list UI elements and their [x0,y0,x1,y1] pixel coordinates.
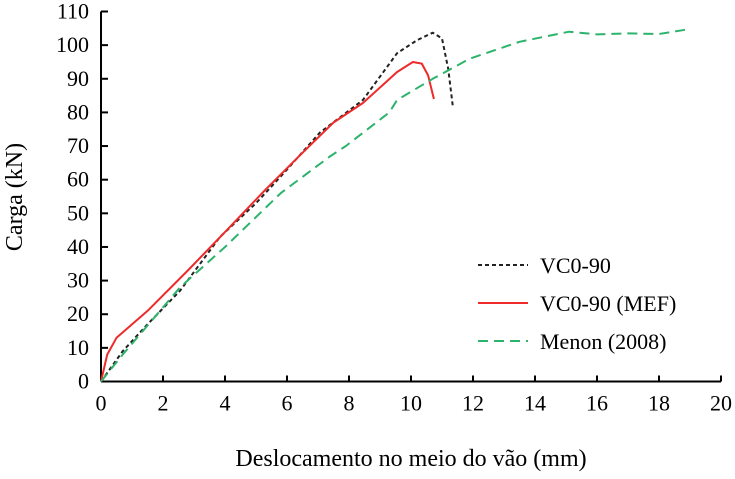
x-tick-label: 6 [282,391,293,416]
series-line-2 [100,28,691,383]
x-tick-label: 20 [710,391,732,416]
x-tick-label: 14 [524,391,546,416]
legend: VC0-90 VC0-90 (MEF) Menon (2008) [478,253,676,354]
x-tick-label: 16 [586,391,608,416]
y-tick-label: 50 [67,200,89,225]
y-tick-label: 60 [67,167,89,192]
legend-label-2: Menon (2008) [540,329,666,354]
y-tick-label: 10 [67,335,89,360]
series-group [100,28,691,383]
y-tick-label: 0 [78,369,89,394]
y-tick-label: 110 [57,0,89,24]
series-line-1 [100,61,435,382]
y-tick-label: 90 [67,66,89,91]
x-tick-label: 8 [344,391,355,416]
x-tick-label: 2 [158,391,169,416]
legend-label-0: VC0-90 [540,253,611,278]
x-tick-label: 0 [96,391,107,416]
legend-label-1: VC0-90 (MEF) [540,291,676,316]
y-tick-label: 100 [56,32,89,57]
y-tick-label: 80 [67,99,89,124]
x-axis-label: Deslocamento no meio do vão (mm) [235,446,586,472]
y-tick-label: 40 [67,234,89,259]
x-tick-label: 18 [648,391,670,416]
series-line-0 [100,31,454,383]
y-tick-label: 20 [67,301,89,326]
y-tick-label: 70 [67,133,89,158]
x-tick-label: 4 [220,391,231,416]
y-tick-label: 30 [67,268,89,293]
y-axis-label: Carga (kN) [2,143,28,251]
x-tick-label: 10 [400,391,422,416]
axes: 0 2 4 6 8 10 12 14 16 18 20 0 10 20 30 40 50 60 70 80 90 100 1… [56,0,732,416]
x-tick-label: 12 [462,391,484,416]
